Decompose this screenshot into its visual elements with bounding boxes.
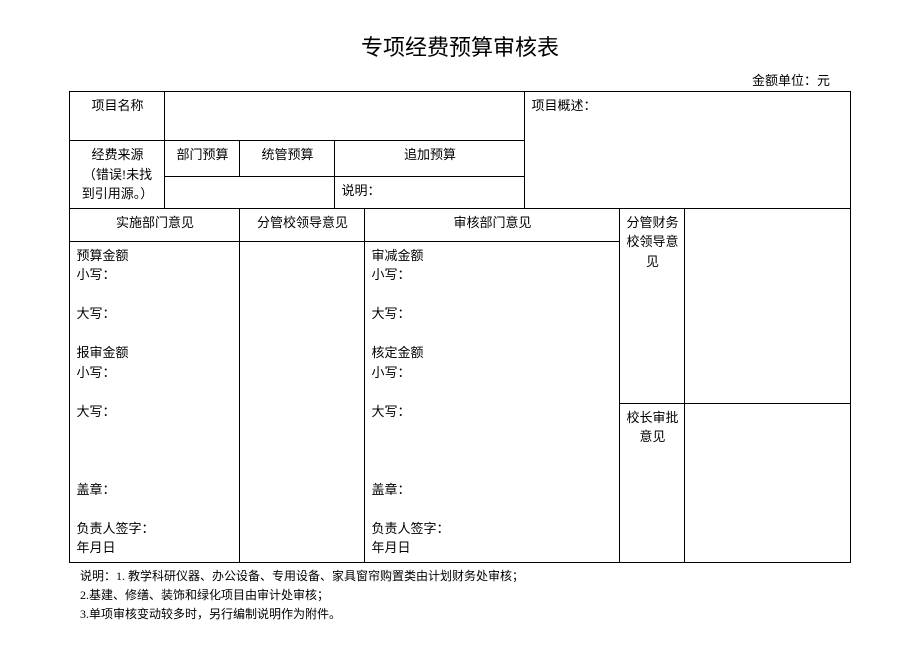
finance-leader-opinion-value xyxy=(685,208,850,403)
note-1: 说明：1. 教学科研仪器、办公设备、专用设备、家具窗帘购置类由计划财务处审核； xyxy=(80,567,860,586)
budget-review-table: 项目名称 项目概述： 经费来源 （错误!未找到引用源。） 部门预算 统管预算 追… xyxy=(69,91,850,563)
unit-label: 金额单位：元 xyxy=(40,70,880,89)
notes-block: 说明：1. 教学科研仪器、办公设备、专用设备、家具窗帘购置类由计划财务处审核； … xyxy=(60,567,860,625)
review-dept-opinion-header: 审核部门意见 xyxy=(365,208,620,241)
note-3: 3.单项审核变动较多时，另行编制说明作为附件。 xyxy=(80,605,860,624)
impl-dept-content: 预算金额 小写： 大写： 报审金额 小写： 大写： 盖章： 负责人签字： 年月日 xyxy=(70,241,240,562)
principal-approval-label: 校长审批意见 xyxy=(620,403,685,562)
project-overview: 项目概述： xyxy=(525,92,850,209)
principal-approval-value xyxy=(685,403,850,562)
vice-principal-opinion-header: 分管校领导意见 xyxy=(240,208,365,241)
project-name-value xyxy=(165,92,525,141)
fund-source-label: 经费来源 （错误!未找到引用源。） xyxy=(70,141,165,209)
vice-principal-content xyxy=(240,241,365,562)
finance-leader-opinion-label: 分管财务校领导意见 xyxy=(620,208,685,403)
fund-source-blank xyxy=(165,176,335,208)
project-name-label: 项目名称 xyxy=(70,92,165,141)
dept-budget: 部门预算 xyxy=(165,141,240,177)
additional-budget: 追加预算 xyxy=(335,141,525,177)
impl-dept-opinion-header: 实施部门意见 xyxy=(70,208,240,241)
page-title: 专项经费预算审核表 xyxy=(40,30,880,62)
note-2: 2.基建、修缮、装饰和绿化项目由审计处审核； xyxy=(80,586,860,605)
explain-cell: 说明： xyxy=(335,176,525,208)
unified-budget: 统管预算 xyxy=(240,141,335,177)
review-dept-content: 审减金额 小写： 大写： 核定金额 小写： 大写： 盖章： 负责人签字： 年月日 xyxy=(365,241,620,562)
